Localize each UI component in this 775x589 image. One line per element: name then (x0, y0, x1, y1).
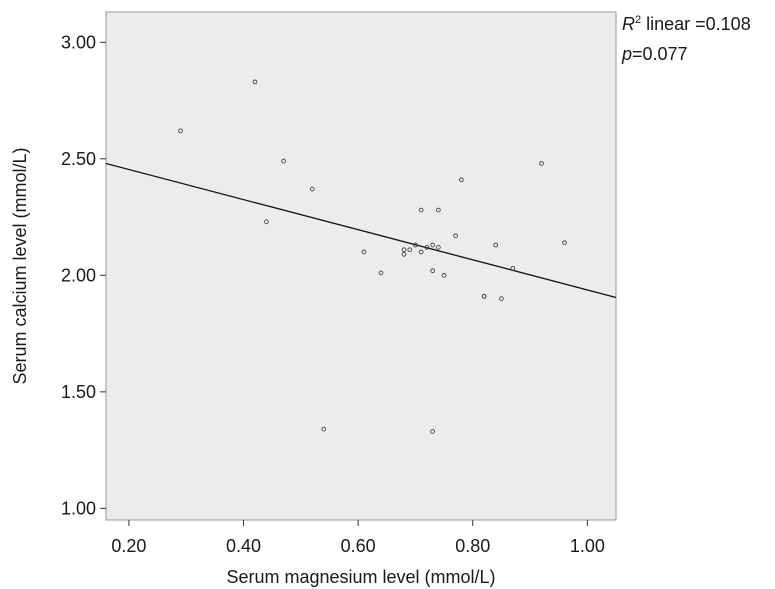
data-point (539, 161, 544, 166)
plot-area (105, 11, 617, 521)
data-point (562, 240, 567, 246)
y-tick-label: 2.00 (61, 265, 96, 285)
x-tick-label: 0.80 (455, 536, 490, 556)
data-point (413, 242, 418, 248)
data-point (361, 249, 367, 255)
y-tick-label: 3.00 (61, 32, 96, 52)
data-point (264, 219, 269, 225)
x-axis: 0.20 0.40 0.60 0.80 1.00 (111, 520, 605, 556)
data-point (436, 245, 441, 250)
x-tick-label: 1.00 (570, 536, 605, 556)
fit-line-layer (105, 162, 617, 299)
data-point (499, 296, 504, 301)
data-point (441, 272, 447, 278)
data-point (252, 79, 258, 85)
r2-symbol: R (622, 14, 635, 34)
r2-exponent: 2 (635, 14, 642, 26)
data-point (430, 242, 435, 248)
data-point (178, 128, 183, 134)
data-point (407, 247, 413, 253)
data-point (430, 268, 435, 274)
data-point (418, 207, 424, 213)
y-axis-title: Serum calcium level (mmol/L) (10, 147, 30, 384)
data-point (510, 265, 516, 271)
data-point (436, 207, 441, 213)
p-annotation: p=0.077 (622, 44, 688, 65)
y-axis: 1.00 1.50 2.00 2.50 3.00 (61, 32, 106, 518)
y-tick-label: 1.50 (61, 382, 96, 402)
data-point (321, 426, 327, 432)
x-tick-label: 0.60 (341, 536, 376, 556)
x-tick-label: 0.40 (226, 536, 261, 556)
x-axis-title: Serum magnesium level (mmol/L) (226, 567, 495, 587)
data-point (378, 270, 384, 276)
p-value: =0.077 (632, 44, 688, 64)
data-point (401, 251, 407, 257)
data-point (430, 429, 435, 434)
regression-line (105, 162, 617, 299)
y-tick-label: 2.50 (61, 149, 96, 169)
data-point (418, 249, 424, 255)
r2-annotation: R2 linear =0.108 (622, 14, 751, 35)
p-symbol: p (622, 44, 633, 64)
data-point (281, 158, 286, 164)
points-layer (178, 79, 567, 434)
x-tick-label: 0.20 (111, 536, 146, 556)
data-point (453, 233, 458, 239)
data-point (458, 177, 464, 183)
y-tick-label: 1.00 (61, 498, 96, 518)
r2-value: linear =0.108 (641, 14, 751, 34)
data-point (493, 242, 499, 248)
data-point (309, 186, 315, 192)
data-point (481, 293, 487, 299)
data-point (424, 245, 430, 250)
data-point (401, 247, 407, 253)
